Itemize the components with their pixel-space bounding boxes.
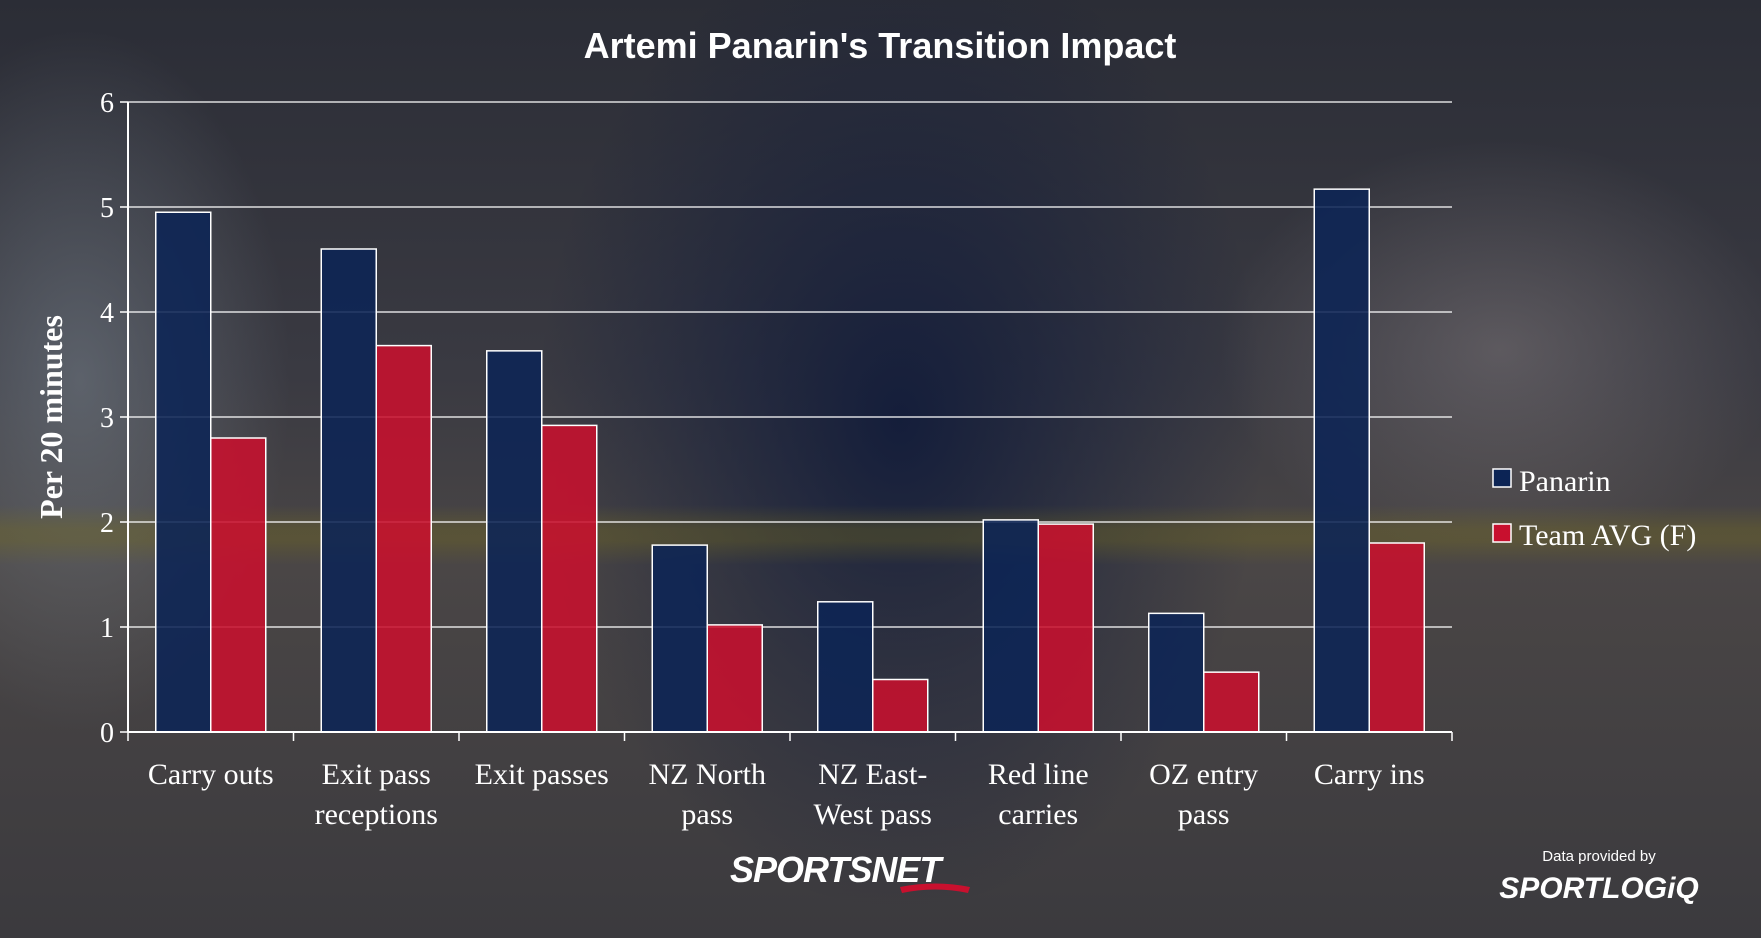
x-tick-label: Carry outs: [148, 758, 274, 791]
bar-panarin: [1313, 188, 1370, 733]
y-tick-label: 6: [100, 88, 114, 119]
y-tick-label: 4: [100, 298, 114, 329]
bar-team-avg: [375, 344, 432, 733]
bar-team-avg: [210, 437, 267, 733]
sportsnet-logo: SPORTSNET: [730, 849, 970, 893]
y-tick-label: 2: [100, 508, 114, 539]
bar-panarin: [982, 519, 1039, 733]
data-credit: Data provided by SPORTLOGiQ: [1499, 848, 1698, 905]
bar-team-avg: [1368, 542, 1425, 733]
sportsnet-logo-text: SPORTSNET: [730, 849, 944, 890]
chart-title: Artemi Panarin's Transition Impact: [584, 25, 1177, 66]
sportsnet-swoosh-icon: [900, 883, 970, 893]
bar-team-avg: [872, 678, 929, 733]
legend-label-panarin: Panarin: [1519, 465, 1611, 498]
bar-team-avg: [541, 424, 598, 733]
legend: Panarin Team AVG (F): [1492, 465, 1696, 552]
y-axis-label: Per 20 minutes: [33, 315, 69, 519]
bar-panarin: [1148, 612, 1205, 733]
x-tick-label: Red line carries: [988, 758, 1089, 831]
y-tick-label: 1: [100, 613, 114, 644]
sportlogiq-logo-text: SPORTLOGiQ: [1499, 872, 1698, 905]
y-axis-ticks: 0 1 2 3 4 5 6: [100, 88, 128, 749]
y-tick-label: 0: [100, 718, 114, 749]
bars: [155, 188, 1425, 733]
x-tick-label: OZ entry pass: [1149, 758, 1258, 831]
x-tick-label: Carry ins: [1314, 758, 1425, 791]
x-axis-labels: Carry outs Exit pass receptions Exit passes…: [148, 758, 1425, 831]
legend-swatch-team-avg: [1492, 523, 1512, 543]
background-photo-band: [0, 505, 1761, 565]
x-tick-label: NZ East-West pass: [814, 758, 932, 831]
x-tick-label: NZ North pass: [649, 758, 766, 831]
axes: [127, 102, 1453, 741]
y-tick-label: 3: [100, 403, 114, 434]
legend-label-team-avg: Team AVG (F): [1519, 519, 1696, 552]
data-provided-by-text: Data provided by: [1542, 848, 1656, 865]
bar-team-avg: [1203, 671, 1260, 733]
x-tick-label: Exit pass receptions: [315, 758, 438, 831]
bar-team-avg: [706, 624, 763, 733]
bar-team-avg: [1037, 523, 1094, 733]
x-tick-label: Exit passes: [475, 758, 609, 791]
bar-panarin: [817, 601, 874, 733]
bar-panarin: [651, 544, 708, 733]
legend-swatch-panarin: [1492, 468, 1512, 488]
bar-panarin: [155, 211, 212, 733]
y-tick-label: 5: [100, 193, 114, 224]
bar-panarin: [486, 350, 543, 733]
bar-panarin: [320, 248, 377, 733]
